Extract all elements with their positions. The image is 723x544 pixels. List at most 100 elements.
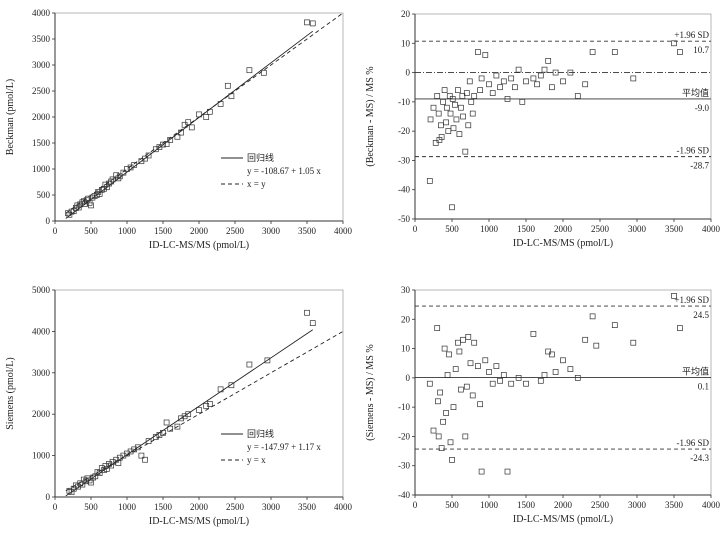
data-point — [65, 210, 71, 217]
data-point — [174, 423, 181, 430]
x-tick-label: 500 — [445, 500, 459, 510]
data-point — [677, 325, 683, 331]
reference-line-label: +1.96 SD — [674, 30, 709, 40]
y-tick-label: 0 — [406, 68, 411, 78]
data-point — [582, 336, 589, 343]
y-tick-label: -30 — [398, 155, 410, 165]
data-point — [145, 152, 152, 159]
data-point — [504, 468, 511, 475]
x-tick-label: 1500 — [517, 224, 536, 234]
x-tick-label: 0 — [413, 500, 418, 510]
data-point — [217, 386, 224, 393]
data-point — [589, 49, 596, 55]
data-point — [449, 457, 455, 463]
data-point — [138, 452, 145, 459]
y-axis-label: (Siemens - MS) / MS % — [365, 344, 376, 440]
x-tick-label: 3000 — [262, 502, 281, 512]
reference-line-value: -24.3 — [690, 453, 709, 463]
data-point — [142, 155, 148, 162]
panel-bland-altman-beckman: 0 500 1000 1500 2000 2500 3000 3500 4000 -50 -40 -3… — [365, 9, 721, 249]
x-tick-label: 2000 — [554, 224, 573, 234]
data-point — [630, 339, 637, 346]
data-point — [459, 93, 466, 99]
data-point — [152, 146, 159, 153]
data-point — [515, 375, 522, 381]
legend-label: 回归线 — [247, 152, 274, 163]
data-point — [497, 377, 503, 384]
data-point — [456, 348, 463, 355]
y-tick-label: -30 — [398, 461, 410, 471]
data-point — [228, 382, 235, 389]
data-point — [441, 345, 448, 352]
data-point — [260, 69, 267, 76]
data-point — [108, 462, 115, 469]
data-point — [677, 49, 683, 55]
data-point — [85, 195, 91, 202]
data-point — [440, 418, 446, 425]
data-point — [449, 96, 456, 102]
y-tick-label: 1000 — [32, 164, 51, 174]
data-point — [458, 386, 464, 393]
data-point — [160, 141, 166, 148]
legend-label: y = -108.67 + 1.05 x — [247, 166, 321, 176]
data-point — [552, 369, 559, 375]
data-point — [443, 119, 449, 126]
data-point — [115, 175, 122, 182]
data-point — [478, 75, 485, 82]
data-point — [466, 78, 473, 85]
data-point — [131, 161, 138, 168]
y-tick-label: 0 — [406, 373, 411, 383]
data-point — [497, 84, 503, 91]
x-tick-label: 1000 — [480, 500, 499, 510]
data-point — [508, 75, 515, 82]
data-point — [430, 427, 437, 434]
data-point — [537, 72, 544, 79]
data-point — [203, 114, 210, 120]
data-point — [101, 467, 107, 473]
data-point — [160, 429, 166, 436]
data-point — [174, 133, 181, 140]
data-point — [246, 67, 253, 74]
data-point — [545, 58, 552, 64]
data-point — [246, 361, 253, 368]
y-tick-label: 3500 — [32, 34, 51, 44]
x-tick-label: 500 — [445, 224, 459, 234]
data-point — [120, 452, 127, 459]
data-point — [489, 90, 496, 96]
data-point — [443, 104, 450, 111]
data-point — [530, 331, 537, 337]
y-tick-label: 0 — [46, 216, 51, 226]
data-point — [478, 468, 485, 475]
y-tick-label: 3000 — [32, 368, 51, 378]
data-point — [435, 433, 442, 440]
legend-label: x = y — [247, 179, 266, 189]
data-point — [630, 75, 637, 82]
data-point — [435, 110, 442, 117]
data-point — [438, 122, 444, 129]
data-point — [537, 377, 544, 384]
reference-line-value: -28.7 — [690, 161, 709, 171]
data-point — [185, 119, 192, 126]
x-tick-label: 1500 — [154, 226, 173, 236]
data-point — [108, 178, 115, 185]
x-tick-label: 3000 — [628, 500, 647, 510]
data-point — [519, 99, 526, 105]
y-tick-label: 0 — [46, 492, 51, 502]
data-point — [435, 398, 441, 405]
data-point — [567, 366, 574, 372]
data-point — [463, 90, 470, 96]
x-tick-label: 1000 — [480, 224, 499, 234]
y-tick-label: 30 — [401, 285, 411, 295]
legend-label: y = -147.97 + 1.17 x — [247, 442, 321, 452]
x-tick-label: 2500 — [226, 226, 245, 236]
data-point — [116, 173, 123, 180]
plot-area — [414, 13, 712, 220]
data-point — [471, 93, 478, 99]
x-tick-label: 4000 — [702, 224, 721, 234]
legend-label: y = x — [247, 455, 266, 465]
data-point — [523, 78, 529, 85]
panel-regression-beckman: 0 500 1000 1500 2000 2500 3000 3500 4000 0 500 1000… — [5, 8, 353, 251]
data-point — [178, 415, 184, 422]
data-point — [102, 463, 109, 469]
data-point — [127, 448, 134, 455]
